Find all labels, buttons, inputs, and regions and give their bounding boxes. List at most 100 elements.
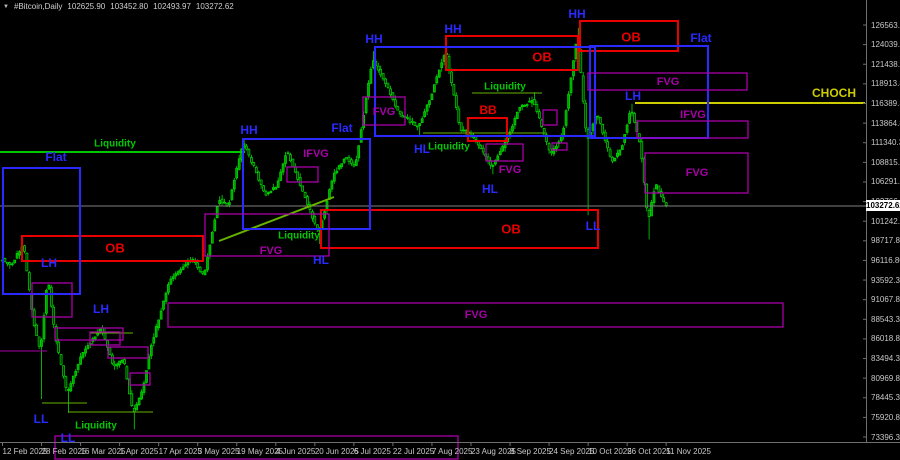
fvg-box-april[interactable] [129,372,151,386]
fvg-box-march-1[interactable] [31,282,73,318]
fvg-box-top-right[interactable] [587,72,748,91]
flat-box-july[interactable] [374,46,596,137]
price-tick-label: 126563.80 [871,20,900,30]
date-tick-label: 10 Oct 2025 [588,447,632,456]
annotation-hh-label[interactable]: HH [240,123,258,137]
price-tick-label: 73396.30 [871,432,900,442]
price-tick-label: 88543.30 [871,314,900,324]
annotation-lh-label[interactable]: LH [41,256,57,270]
trend-line[interactable] [218,196,335,242]
date-tick-label: 7 Aug 2025 [431,447,473,456]
price-tick-label: 86018.80 [871,334,900,344]
date-tick-label: 8 Sep 2025 [510,447,551,456]
annotation-fvg-label[interactable]: FVG [464,309,488,321]
annotation-flat-label[interactable]: Flat [45,150,67,164]
annotation-ob-label[interactable]: OB [105,240,125,256]
date-tick-label: 19 May 2025 [236,447,283,456]
annotation-ll-label[interactable]: LL [33,412,49,426]
price-tick-label: 80969.80 [871,373,900,383]
annotation-flat-label[interactable]: Flat [331,121,353,135]
annotation-fvg-label[interactable]: FVG [259,245,283,257]
annotation-ob-label[interactable]: OB [501,221,521,237]
fvg-box-march-3[interactable] [89,331,121,346]
annotation-fvg-label[interactable]: FVG [498,164,522,176]
annotation-choch-label[interactable]: CHOCH [812,86,856,100]
date-tick-label: 22 Jul 2025 [392,447,435,456]
ifvg-box-june[interactable] [286,166,319,183]
collapse-triangle-icon[interactable]: ▼ [3,3,9,10]
ohlc-close: 103272.62 [195,2,234,11]
annotation-liquidity-label[interactable]: Liquidity [484,81,526,93]
date-tick-label: 23 Aug 2025 [470,447,516,456]
date-tick-label: 24 Sep 2025 [549,447,595,456]
annotation-hh-label[interactable]: HH [568,7,586,21]
date-tick-label: 26 Oct 2025 [627,447,671,456]
annotation-ll-label[interactable]: LL [585,219,601,233]
fvg-box-march-2[interactable] [54,327,124,341]
price-tick-label: 91067.80 [871,295,900,305]
date-tick-label: 17 Apr 2025 [158,447,202,456]
date-tick-label: 3 May 2025 [197,447,240,456]
price-tick-label: 101242.30 [871,216,900,226]
annotation-liquidity-label[interactable]: Liquidity [428,141,470,153]
price-tick-label: 106291.30 [871,177,900,187]
annotation-lh-label[interactable]: LH [625,89,641,103]
annotation-hl-label[interactable]: HL [313,253,329,267]
price-tick-label: 124039.30 [871,40,900,50]
order-block-top[interactable] [445,35,579,71]
fvg-box-may-low[interactable] [204,213,330,257]
annotation-shapes [0,20,866,460]
annotation-bb-label[interactable]: BB [479,103,497,117]
annotation-ob-label[interactable]: OB [621,29,641,45]
annotation-ob-label[interactable]: OB [532,49,552,65]
annotation-liquidity-label[interactable]: Liquidity [94,138,136,150]
current-price-tag: 103272.62 [866,200,900,211]
fvg-box-right[interactable] [644,152,749,194]
annotation-fvg-label[interactable]: FVG [685,167,709,179]
annotation-hl-label[interactable]: HL [482,182,498,196]
annotation-hh-label[interactable]: HH [365,32,383,46]
price-tick-label: 83494.30 [871,354,900,364]
date-tick-label: 1 Apr 2025 [119,447,159,456]
price-tick-label: 116389.30 [871,98,900,108]
annotation-lh-label[interactable]: LH [93,302,109,316]
fvg-box-march-4[interactable] [107,346,149,359]
fvg-box-bottom-edge[interactable] [54,435,459,460]
annotation-fvg-label[interactable]: FVG [372,106,396,118]
annotation-ll-label[interactable]: LL [60,431,76,445]
symbol-timeframe: #Bitcoin,Daily [13,2,63,11]
annotation-hh-label[interactable]: HH [444,22,462,36]
price-tick-label: 75920.80 [871,412,900,422]
price-tick-label: 121438.30 [871,59,900,69]
price-tick-label: 118913.80 [871,79,900,89]
annotation-hl-label[interactable]: HL [414,142,430,156]
fvg-box-big-bottom[interactable] [167,302,784,328]
annotation-liquidity-label[interactable]: Liquidity [75,420,117,432]
flat-box-may[interactable] [242,138,371,230]
fvg-box-small-2[interactable] [551,142,568,151]
annotation-fvg-label[interactable]: FVG [656,76,680,88]
annotation-ifvg-label[interactable]: IFVG [303,148,329,160]
fvg-box-sep[interactable] [485,143,524,162]
price-tick-label: 96116.80 [871,255,900,265]
fvg-box-july[interactable] [362,96,406,126]
ohlc-open: 102625.90 [67,2,106,11]
fvg-box-small-1[interactable] [542,109,558,126]
date-tick-label: 4 Jun 2025 [275,447,316,456]
flat-box-left[interactable] [2,167,81,295]
annotation-flat-label[interactable]: Flat [690,31,712,45]
annotation-ifvg-label[interactable]: IFVG [680,109,706,121]
order-block-left[interactable] [21,235,204,262]
ohlc-high: 103452.80 [110,2,149,11]
ohlc-low: 102493.97 [153,2,191,11]
annotation-liquidity-label[interactable]: Liquidity [278,230,320,242]
date-tick-label: 20 Jun 2025 [314,447,359,456]
price-tick-label: 98717.80 [871,236,900,246]
chart-title: ▼ #Bitcoin,Daily 102625.90 103452.80 102… [3,2,234,11]
ifvg-box-right[interactable] [636,120,749,139]
price-tick-label: 78445.30 [871,393,900,403]
bb-box[interactable] [467,117,508,142]
order-block-top-right[interactable] [579,20,679,52]
